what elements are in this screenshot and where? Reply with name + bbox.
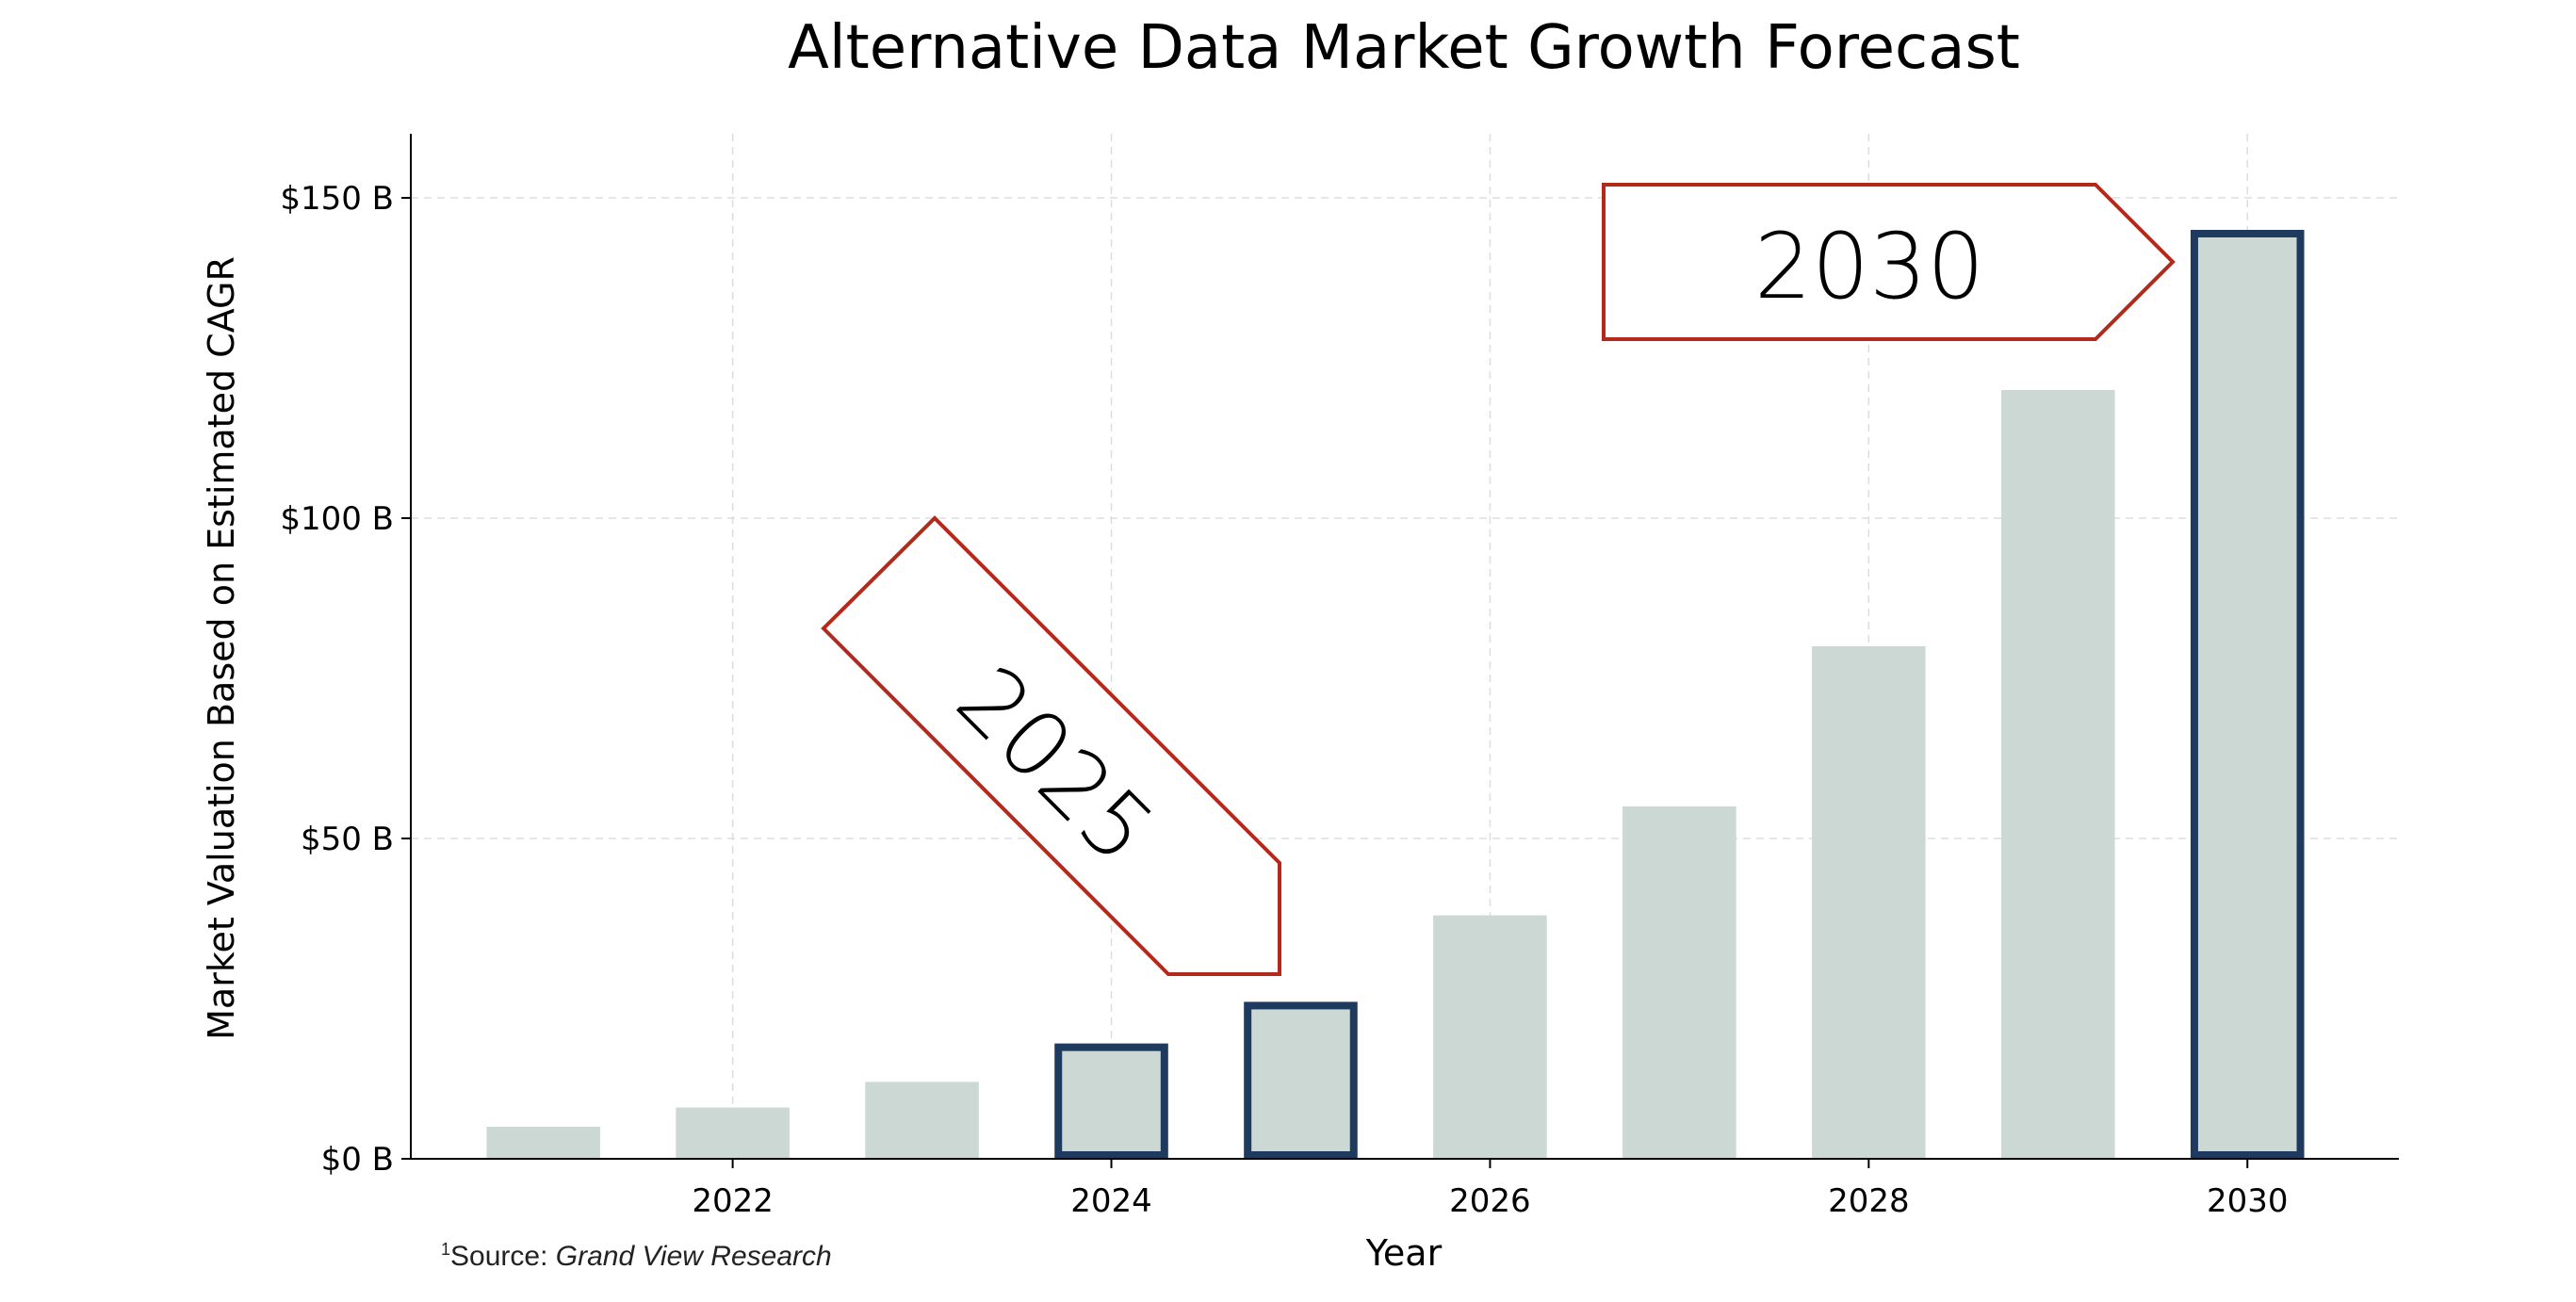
footnote-source: Grand View Research — [555, 1241, 832, 1272]
annotation-2030-arrow — [1602, 183, 2176, 341]
bar-2029 — [2001, 390, 2115, 1159]
bars — [486, 230, 2305, 1160]
bar-2021 — [486, 1127, 600, 1159]
y-tick-label: $0 B — [321, 1141, 394, 1179]
annotations: 2025 2030 — [821, 183, 2176, 976]
y-tick-label: $150 B — [280, 180, 394, 218]
bar-2028 — [1812, 646, 1926, 1159]
y-tick-label: $50 B — [301, 821, 394, 858]
bar-2027 — [1622, 806, 1736, 1159]
grid — [411, 134, 2399, 1159]
footnote-prefix: Source: — [450, 1241, 556, 1272]
x-tick-label: 2028 — [1828, 1182, 1910, 1220]
x-tick-label: 2024 — [1070, 1182, 1152, 1220]
annotation-2025: 2025 — [821, 515, 1281, 976]
x-tick-label: 2030 — [2207, 1182, 2289, 1220]
bar-2026 — [1433, 915, 1547, 1159]
source-footnote: 1Source: Grand View Research — [441, 1240, 832, 1273]
annotation-2030: 2030 — [1602, 183, 2176, 341]
axes — [401, 134, 2399, 1168]
tick-labels: $0 B $50 B $100 B $150 B 2022 2024 2026 2028 203… — [280, 180, 2288, 1220]
bar-2023 — [865, 1082, 979, 1159]
bar-2024 — [1054, 1043, 1168, 1159]
x-axis-label: Year — [1365, 1232, 1443, 1274]
y-axis-label: Market Valuation Based on Estimated CAGR — [201, 256, 242, 1040]
footnote-marker: 1 — [441, 1240, 451, 1259]
chart-title: Alternative Data Market Growth Forecast — [788, 13, 2020, 83]
y-tick-label: $100 B — [280, 500, 394, 538]
x-tick-label: 2022 — [692, 1182, 774, 1220]
bar-2030 — [2190, 230, 2305, 1159]
bar-2022 — [676, 1107, 790, 1159]
bar-2025 — [1244, 1001, 1358, 1160]
annotation-2025-arrow — [821, 515, 1281, 976]
x-tick-label: 2026 — [1449, 1182, 1531, 1220]
annotation-2030-label: 2030 — [1754, 214, 1984, 319]
